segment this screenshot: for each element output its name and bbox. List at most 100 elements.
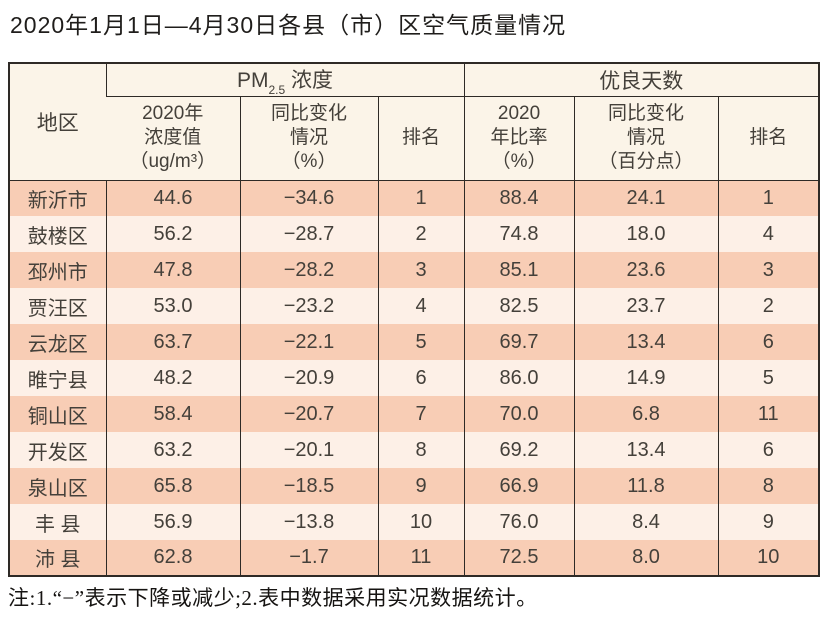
gd-change-cell: 13.4 bbox=[573, 432, 719, 468]
pm-rank-cell: 6 bbox=[377, 360, 465, 396]
table-row: 铜山区 58.4 −20.7 7 70.0 6.8 11 bbox=[9, 396, 820, 432]
pm-change-cell: −18.5 bbox=[239, 468, 378, 504]
gd-rank-cell: 9 bbox=[717, 504, 820, 540]
region-cell: 沛 县 bbox=[9, 540, 106, 576]
gd-rank-cell: 5 bbox=[717, 360, 820, 396]
gd-ratio-cell: 69.7 bbox=[463, 324, 575, 360]
gd-rank-cell: 11 bbox=[717, 396, 820, 432]
gd-rank-cell: 1 bbox=[717, 180, 820, 216]
header-sub-row: 2020年 浓度值 （ug/m³） 同比变化 情况 （%） 排名 2020 年比… bbox=[9, 96, 820, 181]
table-row: 开发区 63.2 −20.1 8 69.2 13.4 6 bbox=[9, 432, 820, 468]
header-gd-change: 同比变化 情况 （百分点） bbox=[573, 96, 719, 181]
pm-change-cell: −20.9 bbox=[239, 360, 378, 396]
region-cell: 睢宁县 bbox=[9, 360, 106, 396]
pm25-subscript: 2.5 bbox=[268, 83, 286, 98]
pm-rank-cell: 9 bbox=[377, 468, 465, 504]
pm-change-cell: −13.8 bbox=[239, 504, 378, 540]
table-body: 新沂市 44.6 −34.6 1 88.4 24.1 1 鼓楼区 56.2 −28.7 2 74.8 1… bbox=[9, 180, 820, 576]
gd-ratio-cell: 88.4 bbox=[463, 180, 575, 216]
region-cell: 新沂市 bbox=[9, 180, 106, 216]
table-row: 云龙区 63.7 −22.1 5 69.7 13.4 6 bbox=[9, 324, 820, 360]
table-row: 邳州市 47.8 −28.2 3 85.1 23.6 3 bbox=[9, 252, 820, 288]
pm-rank-cell: 8 bbox=[377, 432, 465, 468]
gd-ratio-cell: 69.2 bbox=[463, 432, 575, 468]
pm-change-cell: −20.7 bbox=[239, 396, 378, 432]
gd-ratio-cell: 86.0 bbox=[463, 360, 575, 396]
pm-rank-cell: 4 bbox=[377, 288, 465, 324]
region-cell: 铜山区 bbox=[9, 396, 106, 432]
pm25-suffix: 浓度 bbox=[285, 69, 334, 93]
pm-change-cell: −34.6 bbox=[239, 180, 378, 216]
header-gd-ratio: 2020 年比率 （%） bbox=[463, 96, 575, 181]
table-row: 泉山区 65.8 −18.5 9 66.9 11.8 8 bbox=[9, 468, 820, 504]
gd-rank-cell: 6 bbox=[717, 432, 820, 468]
pm-value-cell: 58.4 bbox=[105, 396, 240, 432]
gd-change-cell: 18.0 bbox=[573, 216, 719, 252]
gd-rank-cell: 10 bbox=[717, 540, 820, 576]
pm-rank-cell: 11 bbox=[377, 540, 465, 576]
gd-rank-cell: 8 bbox=[717, 468, 820, 504]
region-cell: 邳州市 bbox=[9, 252, 106, 288]
pm-value-cell: 63.7 bbox=[105, 324, 240, 360]
region-cell: 泉山区 bbox=[9, 468, 106, 504]
pm-change-cell: −28.2 bbox=[239, 252, 378, 288]
gd-ratio-cell: 74.8 bbox=[463, 216, 575, 252]
gd-rank-cell: 4 bbox=[717, 216, 820, 252]
region-cell: 贾汪区 bbox=[9, 288, 106, 324]
table-row: 鼓楼区 56.2 −28.7 2 74.8 18.0 4 bbox=[9, 216, 820, 252]
gd-change-cell: 6.8 bbox=[573, 396, 719, 432]
pm-rank-cell: 2 bbox=[377, 216, 465, 252]
gd-ratio-cell: 66.9 bbox=[463, 468, 575, 504]
gd-change-cell: 23.7 bbox=[573, 288, 719, 324]
pm-value-cell: 48.2 bbox=[105, 360, 240, 396]
table-row: 贾汪区 53.0 −23.2 4 82.5 23.7 2 bbox=[9, 288, 820, 324]
header-pm-rank: 排名 bbox=[377, 96, 465, 181]
pm-rank-cell: 1 bbox=[377, 180, 465, 216]
gd-change-cell: 8.4 bbox=[573, 504, 719, 540]
page-title: 2020年1月1日—4月30日各县（市）区空气质量情况 bbox=[10, 12, 567, 38]
header-pm-value: 2020年 浓度值 （ug/m³） bbox=[106, 96, 240, 181]
gd-change-cell: 13.4 bbox=[573, 324, 719, 360]
gd-change-cell: 8.0 bbox=[573, 540, 719, 576]
header-gd-rank: 排名 bbox=[717, 96, 820, 181]
pm25-label: PM bbox=[236, 69, 269, 93]
pm-change-cell: −28.7 bbox=[239, 216, 378, 252]
table-row: 新沂市 44.6 −34.6 1 88.4 24.1 1 bbox=[9, 180, 820, 216]
pm-value-cell: 63.2 bbox=[105, 432, 240, 468]
pm-change-cell: −1.7 bbox=[239, 540, 378, 576]
gd-rank-cell: 3 bbox=[717, 252, 820, 288]
pm-rank-cell: 10 bbox=[377, 504, 465, 540]
gd-change-cell: 23.6 bbox=[573, 252, 719, 288]
gd-rank-cell: 2 bbox=[717, 288, 820, 324]
gd-ratio-cell: 76.0 bbox=[463, 504, 575, 540]
pm-rank-cell: 5 bbox=[377, 324, 465, 360]
pm-change-cell: −22.1 bbox=[239, 324, 378, 360]
gd-ratio-cell: 72.5 bbox=[463, 540, 575, 576]
header-group-row: 地区 PM2.5 浓度 优良天数 bbox=[9, 63, 820, 181]
pm-value-cell: 56.2 bbox=[105, 216, 240, 252]
table-row: 丰 县 56.9 −13.8 10 76.0 8.4 9 bbox=[9, 504, 820, 540]
pm-change-cell: −20.1 bbox=[239, 432, 378, 468]
pm-value-cell: 65.8 bbox=[105, 468, 240, 504]
region-cell: 云龙区 bbox=[9, 324, 106, 360]
gd-ratio-cell: 85.1 bbox=[463, 252, 575, 288]
header-pm-change: 同比变化 情况 （%） bbox=[239, 96, 378, 181]
gd-rank-cell: 6 bbox=[717, 324, 820, 360]
header-gooddays-group: 优良天数 bbox=[463, 63, 820, 97]
pm-rank-cell: 3 bbox=[377, 252, 465, 288]
pm-value-cell: 47.8 bbox=[105, 252, 240, 288]
pm-value-cell: 44.6 bbox=[105, 180, 240, 216]
pm-value-cell: 53.0 bbox=[105, 288, 240, 324]
pm-rank-cell: 7 bbox=[377, 396, 465, 432]
pm-value-cell: 56.9 bbox=[105, 504, 240, 540]
table-row: 沛 县 62.8 −1.7 11 72.5 8.0 10 bbox=[9, 540, 820, 576]
gd-change-cell: 11.8 bbox=[573, 468, 719, 504]
region-cell: 开发区 bbox=[9, 432, 106, 468]
region-cell: 鼓楼区 bbox=[9, 216, 106, 252]
region-cell: 丰 县 bbox=[9, 504, 106, 540]
header-pm25-group: PM2.5 浓度 bbox=[105, 63, 465, 98]
table-row: 睢宁县 48.2 −20.9 6 86.0 14.9 5 bbox=[9, 360, 820, 396]
gd-change-cell: 14.9 bbox=[573, 360, 719, 396]
gd-ratio-cell: 82.5 bbox=[463, 288, 575, 324]
gd-ratio-cell: 70.0 bbox=[463, 396, 575, 432]
